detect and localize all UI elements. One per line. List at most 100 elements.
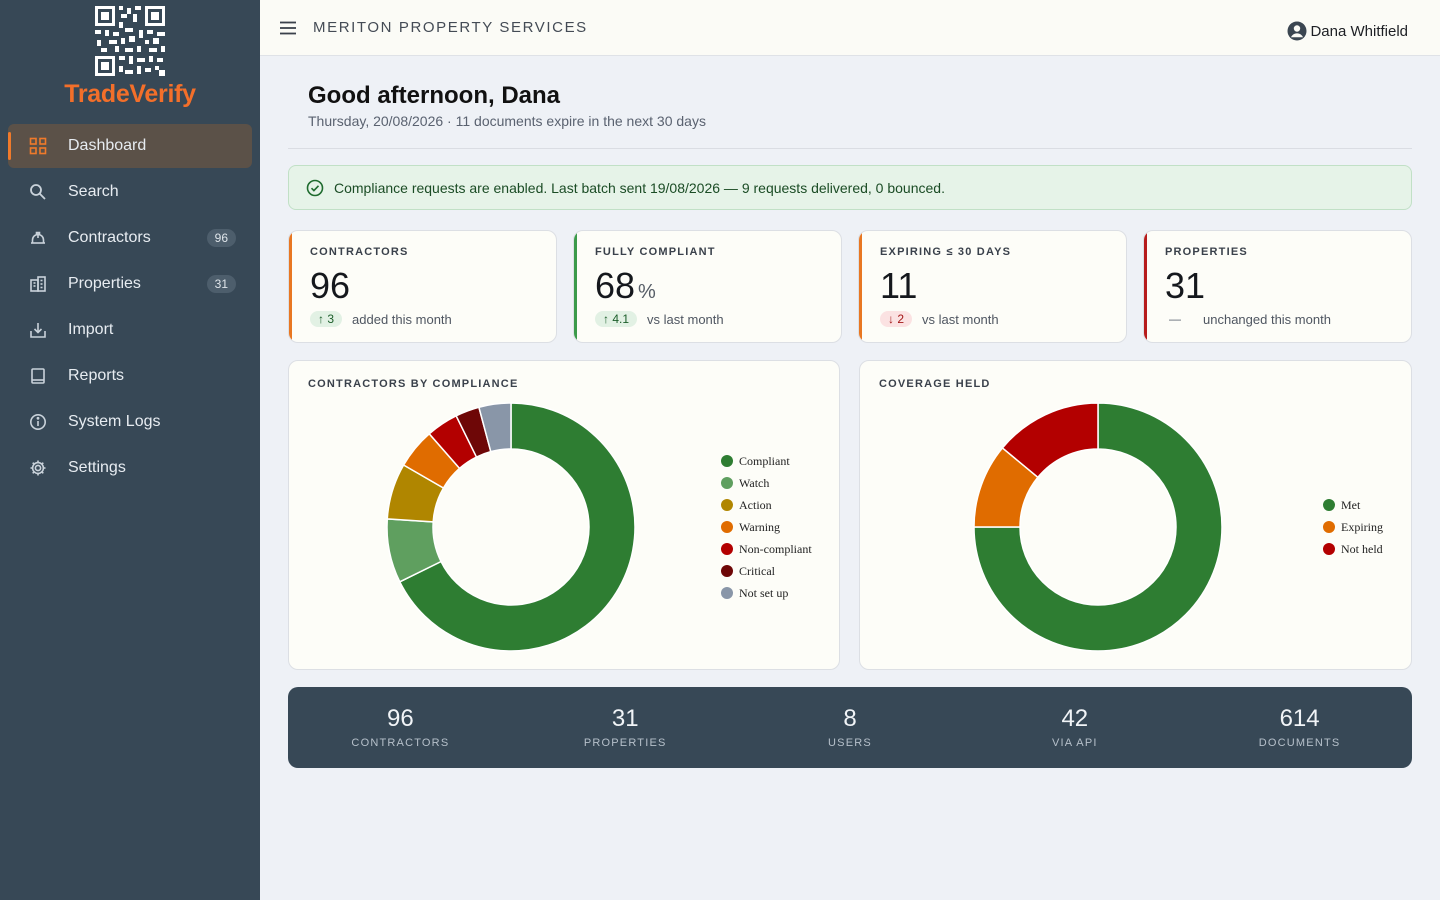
legend-item-non-compliant[interactable]: Non-compliant <box>721 538 812 560</box>
kpi-footer: ↑ 4.1 vs last month <box>595 311 724 327</box>
brand[interactable]: TradeVerify <box>0 0 260 118</box>
legend-label: Warning <box>739 519 781 534</box>
kpi-value: 68% <box>595 265 656 306</box>
kpi-card-expiring[interactable]: EXPIRING ≤ 30 DAYS 11 ↓ 2 vs last month <box>858 230 1127 343</box>
arrow-up-icon: ↑ <box>318 312 324 326</box>
legend-label: Not set up <box>739 585 789 600</box>
user-avatar-icon <box>1287 21 1307 41</box>
sidebar-item-dashboard[interactable]: Dashboard <box>8 124 252 168</box>
sidebar-item-import[interactable]: Import <box>8 308 252 352</box>
donut-slice-not-set-up[interactable] <box>477 402 512 453</box>
download-icon <box>28 320 48 340</box>
stat-value: 8 <box>843 705 857 732</box>
chart-title: CONTRACTORS BY COMPLIANCE <box>308 378 519 390</box>
sidebar-item-system-logs[interactable]: System Logs <box>8 400 252 444</box>
delta-badge: — <box>1169 312 1181 326</box>
sidebar-item-reports[interactable]: Reports <box>8 354 252 398</box>
stat-value: 42 <box>1061 705 1089 732</box>
legend-item-met[interactable]: Met <box>1323 494 1383 516</box>
legend-item-not-held[interactable]: Not held <box>1323 538 1383 560</box>
kpi-card-fully-compliant[interactable]: FULLY COMPLIANT 68% ↑ 4.1 vs last month <box>573 230 842 343</box>
check-circle-icon <box>306 179 324 196</box>
arrow-down-icon: ↓ <box>888 312 894 326</box>
page-title: Good afternoon, Dana <box>308 82 560 109</box>
delta-badge: ↑ 3 <box>310 311 343 327</box>
kpi-footer: ↓ 2 vs last month <box>880 311 999 327</box>
legend-item-not-set-up[interactable]: Not set up <box>721 582 812 604</box>
sidebar-item-properties[interactable]: Properties 31 <box>8 262 252 306</box>
info-icon <box>28 412 48 432</box>
stat-label: USERS <box>828 737 872 749</box>
delta-badge: ↓ 2 <box>880 311 913 327</box>
count-badge: 31 <box>206 275 236 293</box>
grid-icon <box>28 136 48 156</box>
book-icon <box>28 366 48 386</box>
sidebar-item-label: Dashboard <box>68 137 147 154</box>
brand-name: TradeVerify <box>64 80 196 108</box>
legend-swatch <box>1323 499 1335 511</box>
chart-legend: Met Expiring Not held <box>1323 494 1383 560</box>
kpi-value: 31 <box>1165 265 1206 306</box>
stat-label: VIA API <box>1051 737 1098 749</box>
stat-properties: 31 PROPERTIES <box>513 687 738 768</box>
legend-swatch <box>721 521 733 533</box>
user-menu[interactable]: Dana Whitfield <box>1287 21 1408 41</box>
sidebar-item-contractors[interactable]: Contractors 96 <box>8 216 252 260</box>
legend-label: Non-compliant <box>739 541 812 556</box>
kpi-footer: ↑ 3 added this month <box>310 311 452 327</box>
kpi-card-contractors[interactable]: CONTRACTORS 96 ↑ 3 added this month <box>288 230 557 343</box>
sidebar-item-label: Properties <box>68 275 141 292</box>
sidebar-item-label: Import <box>68 321 114 338</box>
sidebar-item-label: Search <box>68 183 119 200</box>
kpi-label: CONTRACTORS <box>310 246 409 258</box>
legend-label: Action <box>739 497 772 512</box>
kpi-unit: % <box>638 281 656 303</box>
legend-item-warning[interactable]: Warning <box>721 516 812 538</box>
page-subtitle: Thursday, 20/08/2026 · 11 documents expi… <box>308 113 706 129</box>
stat-contractors: 96 CONTRACTORS <box>288 687 513 768</box>
sidebar: TradeVerify Dashboard Search Contractors… <box>0 0 260 900</box>
legend-item-critical[interactable]: Critical <box>721 560 812 582</box>
kpi-note: vs last month <box>647 311 724 327</box>
kpi-label: EXPIRING ≤ 30 DAYS <box>880 246 1012 258</box>
hamburger-menu-icon[interactable] <box>278 18 298 38</box>
stat-value: 614 <box>1279 705 1320 732</box>
legend-item-watch[interactable]: Watch <box>721 472 812 494</box>
organization-name: MERITON PROPERTY SERVICES <box>313 19 588 36</box>
stat-label: CONTRACTORS <box>351 737 450 749</box>
count-badge: 96 <box>206 229 236 247</box>
summary-stats-bar: 96 CONTRACTORS 31 PROPERTIES 8 USERS 42 … <box>288 687 1412 768</box>
kpi-note: unchanged this month <box>1203 311 1331 327</box>
legend-label: Critical <box>739 563 775 578</box>
donut-chart-compliance <box>386 402 636 652</box>
stat-via-api: 42 VIA API <box>962 687 1187 768</box>
sidebar-item-label: Settings <box>68 459 126 476</box>
sidebar-nav: Dashboard Search Contractors 96 Properti… <box>0 124 260 492</box>
legend-swatch <box>721 565 733 577</box>
stat-value: 31 <box>611 705 639 732</box>
sidebar-item-label: Reports <box>68 367 125 384</box>
top-bar: MERITON PROPERTY SERVICES Dana Whitfield <box>260 0 1440 56</box>
legend-label: Met <box>1341 497 1361 512</box>
donut-slice-met[interactable] <box>973 402 1223 652</box>
legend-item-action[interactable]: Action <box>721 494 812 516</box>
legend-label: Expiring <box>1341 519 1383 534</box>
kpi-note: vs last month <box>922 311 999 327</box>
kpi-note: added this month <box>352 311 452 327</box>
legend-item-expiring[interactable]: Expiring <box>1323 516 1383 538</box>
legend-label: Watch <box>739 475 770 490</box>
donut-slice-not-held[interactable] <box>1001 402 1099 479</box>
legend-label: Compliant <box>739 453 790 468</box>
gear-icon <box>28 458 48 478</box>
kpi-value: 11 <box>880 265 918 306</box>
building-icon <box>28 274 48 294</box>
donut-slice-compliant[interactable] <box>398 402 636 652</box>
legend-swatch <box>721 499 733 511</box>
stat-documents: 614 DOCUMENTS <box>1187 687 1412 768</box>
sidebar-item-search[interactable]: Search <box>8 170 252 214</box>
legend-item-compliant[interactable]: Compliant <box>721 450 812 472</box>
chart-panel-compliance: CONTRACTORS BY COMPLIANCE Compliant Watch… <box>288 360 840 670</box>
kpi-card-properties[interactable]: PROPERTIES 31 — unchanged this month <box>1143 230 1412 343</box>
sidebar-item-settings[interactable]: Settings <box>8 446 252 490</box>
legend-label: Not held <box>1341 541 1383 556</box>
